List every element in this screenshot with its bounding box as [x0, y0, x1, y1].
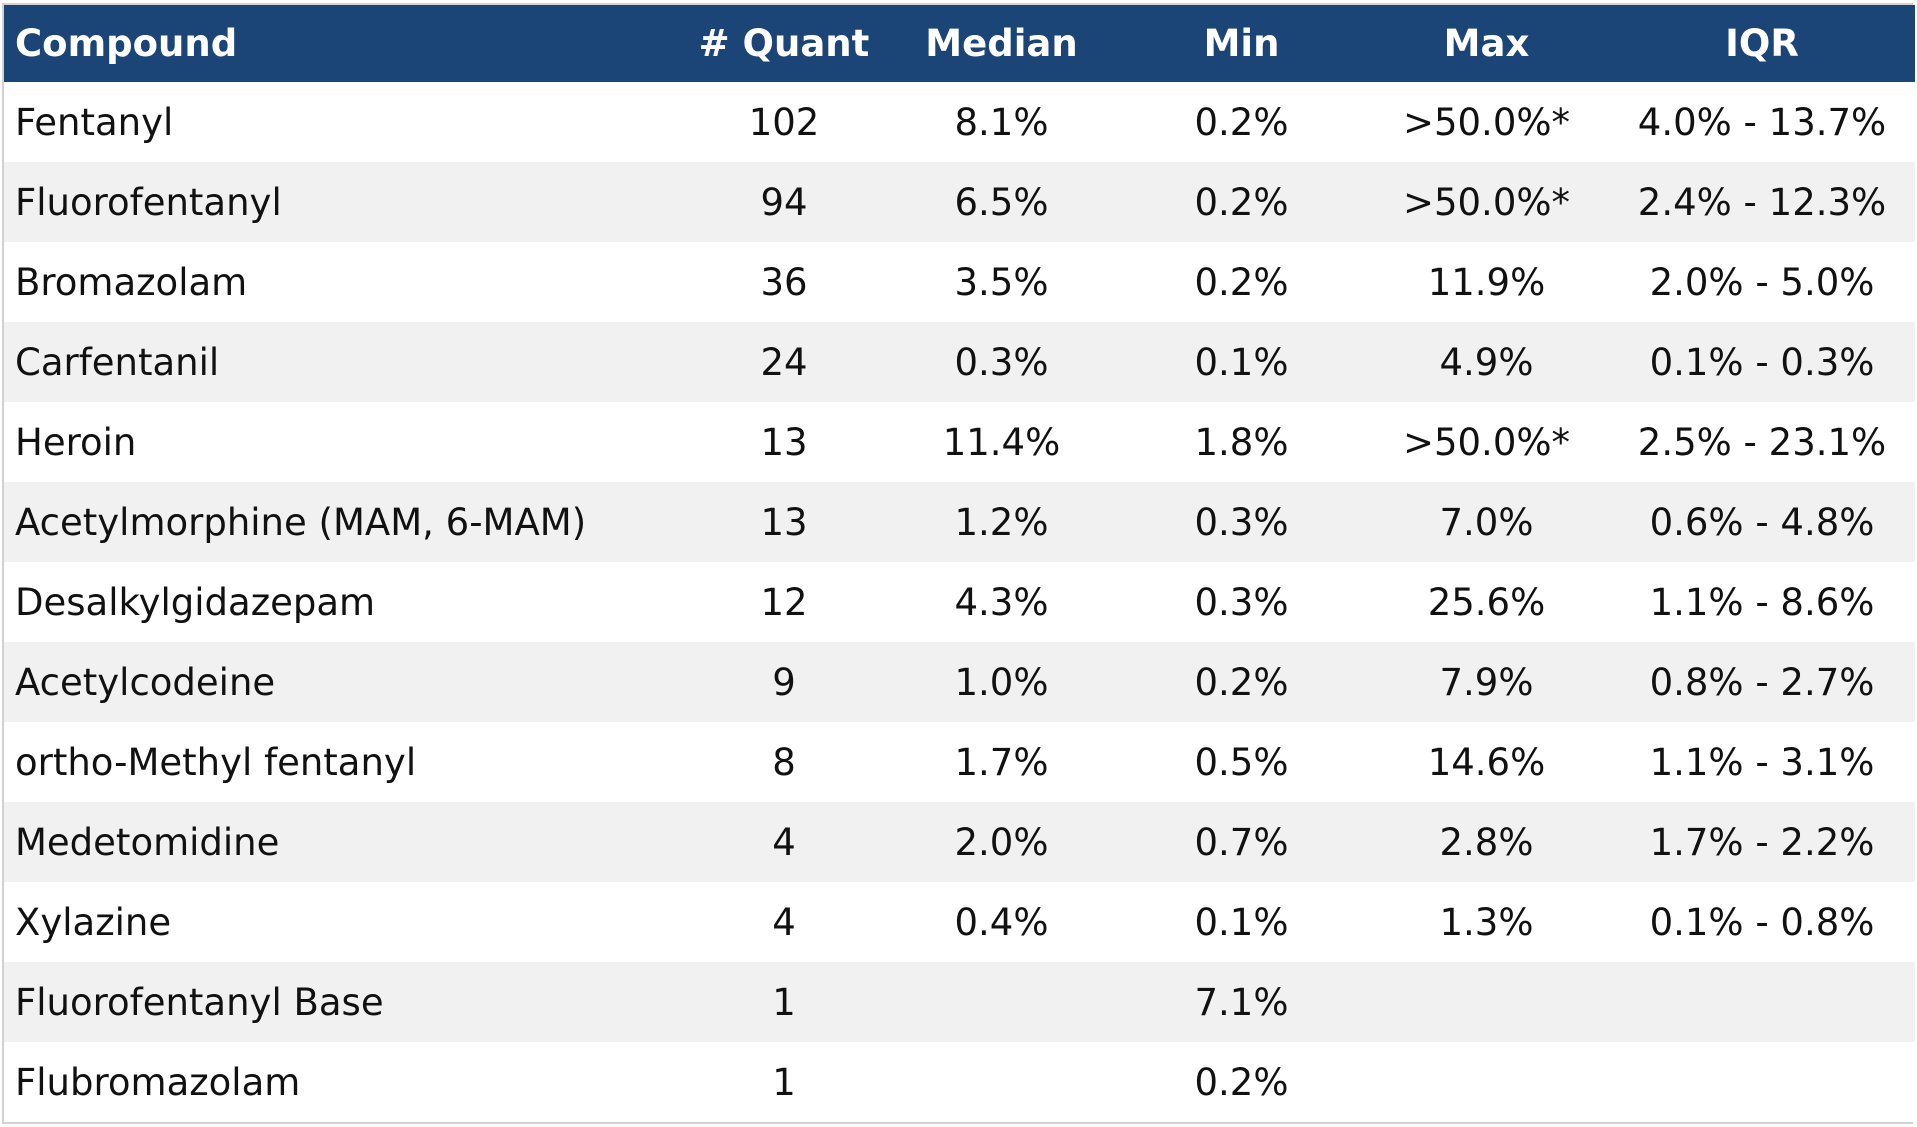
table-cell-max: >50.0%* — [1364, 82, 1609, 162]
compound-name-cell: Bromazolam — [4, 242, 684, 322]
compound-name-cell: Heroin — [4, 402, 684, 482]
column-header-compound: Compound — [4, 5, 684, 82]
table-cell-min: 1.8% — [1119, 402, 1364, 482]
table-cell-min: 7.1% — [1119, 962, 1364, 1042]
table-cell-median: 8.1% — [884, 82, 1119, 162]
table-cell-quant: 8 — [684, 722, 884, 802]
table-cell-iqr: 0.1% - 0.3% — [1609, 322, 1915, 402]
table-cell-median: 3.5% — [884, 242, 1119, 322]
table-cell-max: >50.0%* — [1364, 402, 1609, 482]
table-cell-quant: 1 — [684, 1042, 884, 1122]
table-cell-max: >50.0%* — [1364, 162, 1609, 242]
table-cell-min: 0.7% — [1119, 802, 1364, 882]
table-cell-quant: 1 — [684, 962, 884, 1042]
compound-name-cell: Desalkylgidazepam — [4, 562, 684, 642]
table-cell-min: 0.2% — [1119, 642, 1364, 722]
column-header-max: Max — [1364, 5, 1609, 82]
table-cell-iqr — [1609, 962, 1915, 1042]
table-cell-iqr — [1609, 1042, 1915, 1122]
table-cell-median — [884, 1042, 1119, 1122]
table-cell-max: 7.9% — [1364, 642, 1609, 722]
table-cell-quant: 13 — [684, 402, 884, 482]
table-cell-quant: 4 — [684, 882, 884, 962]
table-cell-min: 0.2% — [1119, 242, 1364, 322]
table-cell-max: 7.0% — [1364, 482, 1609, 562]
table-cell-median: 6.5% — [884, 162, 1119, 242]
table-cell-quant: 13 — [684, 482, 884, 562]
table-cell-min: 0.3% — [1119, 562, 1364, 642]
table-cell-iqr: 2.0% - 5.0% — [1609, 242, 1915, 322]
table-cell-min: 0.1% — [1119, 882, 1364, 962]
column-header-min: Min — [1119, 5, 1364, 82]
table-cell-iqr: 1.1% - 8.6% — [1609, 562, 1915, 642]
table-cell-min: 0.3% — [1119, 482, 1364, 562]
compound-name-cell: Carfentanil — [4, 322, 684, 402]
table-cell-max — [1364, 1042, 1609, 1122]
column-header-median: Median — [884, 5, 1119, 82]
table-cell-min: 0.2% — [1119, 1042, 1364, 1122]
table-cell-median: 0.4% — [884, 882, 1119, 962]
table-cell-min: 0.5% — [1119, 722, 1364, 802]
table-cell-quant: 9 — [684, 642, 884, 722]
column-header-iqr: IQR — [1609, 5, 1915, 82]
table-cell-median: 2.0% — [884, 802, 1119, 882]
compound-name-cell: Flubromazolam — [4, 1042, 684, 1122]
compound-name-cell: ortho-Methyl fentanyl — [4, 722, 684, 802]
table-cell-min: 0.2% — [1119, 82, 1364, 162]
table-cell-max: 2.8% — [1364, 802, 1609, 882]
table-cell-iqr: 0.6% - 4.8% — [1609, 482, 1915, 562]
table-cell-median: 1.0% — [884, 642, 1119, 722]
table-cell-quant: 12 — [684, 562, 884, 642]
table-cell-min: 0.1% — [1119, 322, 1364, 402]
table-cell-quant: 94 — [684, 162, 884, 242]
table-cell-iqr: 1.7% - 2.2% — [1609, 802, 1915, 882]
compound-name-cell: Acetylcodeine — [4, 642, 684, 722]
table-cell-quant: 36 — [684, 242, 884, 322]
compound-name-cell: Fluorofentanyl Base — [4, 962, 684, 1042]
table-cell-max: 1.3% — [1364, 882, 1609, 962]
compound-name-cell: Fluorofentanyl — [4, 162, 684, 242]
table-cell-max — [1364, 962, 1609, 1042]
table-cell-median: 0.3% — [884, 322, 1119, 402]
table-cell-iqr: 1.1% - 3.1% — [1609, 722, 1915, 802]
table-cell-median: 11.4% — [884, 402, 1119, 482]
table-cell-min: 0.2% — [1119, 162, 1364, 242]
column-header-quant: # Quant — [684, 5, 884, 82]
table-cell-quant: 24 — [684, 322, 884, 402]
compound-name-cell: Fentanyl — [4, 82, 684, 162]
table-cell-iqr: 4.0% - 13.7% — [1609, 82, 1915, 162]
table-cell-max: 14.6% — [1364, 722, 1609, 802]
table-cell-median: 4.3% — [884, 562, 1119, 642]
table-grid: Compound # Quant Median Min Max IQR Fentanyl 10… — [4, 5, 1915, 1122]
table-cell-quant: 4 — [684, 802, 884, 882]
compound-name-cell: Medetomidine — [4, 802, 684, 882]
table-cell-iqr: 2.5% - 23.1% — [1609, 402, 1915, 482]
table-cell-median: 1.7% — [884, 722, 1119, 802]
table-cell-quant: 102 — [684, 82, 884, 162]
table-cell-max: 11.9% — [1364, 242, 1609, 322]
table-cell-max: 25.6% — [1364, 562, 1609, 642]
table-cell-iqr: 0.8% - 2.7% — [1609, 642, 1915, 722]
data-table: Compound # Quant Median Min Max IQR Fentanyl 10… — [2, 3, 1915, 1124]
table-cell-iqr: 0.1% - 0.8% — [1609, 882, 1915, 962]
compound-name-cell: Acetylmorphine (MAM, 6-MAM) — [4, 482, 684, 562]
compound-name-cell: Xylazine — [4, 882, 684, 962]
table-cell-max: 4.9% — [1364, 322, 1609, 402]
table-cell-median: 1.2% — [884, 482, 1119, 562]
table-cell-median — [884, 962, 1119, 1042]
table-cell-iqr: 2.4% - 12.3% — [1609, 162, 1915, 242]
